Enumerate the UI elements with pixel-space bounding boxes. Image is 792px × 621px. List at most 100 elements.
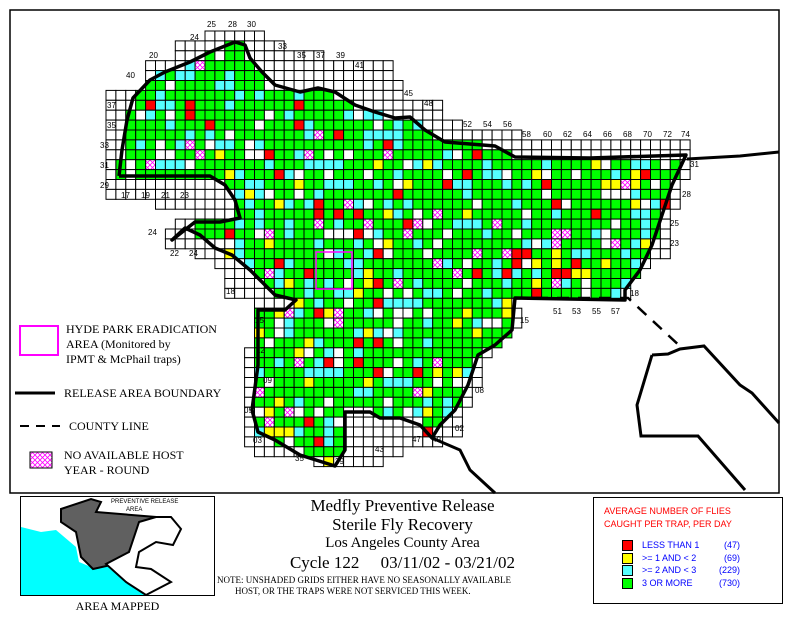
grid-cell: [263, 188, 275, 200]
grid-cell: [263, 228, 275, 240]
grid-cell: [511, 208, 523, 220]
grid-cell: [511, 268, 523, 280]
grid-cell: [224, 70, 236, 81]
grid-cell: [313, 159, 325, 171]
grid-cell: [640, 208, 651, 220]
grid-cell: [659, 238, 671, 250]
grid-cell: [392, 386, 404, 398]
grid-cell: [560, 159, 572, 171]
grid-cell: [323, 307, 335, 319]
item-label: 3 OR MORE: [642, 577, 693, 588]
grid-cell: [570, 268, 582, 280]
grid-cell: [452, 159, 463, 171]
grid-cell: [214, 60, 226, 72]
grid-cell: [392, 188, 404, 200]
grid-cell: [313, 426, 325, 438]
grid-cell: [323, 287, 335, 299]
grid-cell: [590, 179, 602, 190]
grid-cell: [531, 208, 543, 220]
grid-cell: [293, 119, 305, 131]
grid-cell: [244, 70, 256, 81]
grid-cell: [283, 416, 295, 428]
grid-cell: [610, 228, 622, 240]
grid-cell: [313, 188, 325, 200]
grid-cell: [531, 248, 543, 260]
grid-cell: [610, 287, 622, 299]
grid-cell: [392, 258, 404, 270]
grid-cell: [372, 278, 384, 289]
grid-cell: [303, 436, 315, 448]
grid-cell: [372, 198, 384, 210]
grid-cell: [432, 278, 444, 289]
grid-cell: [263, 337, 275, 349]
grid-cell: [422, 198, 434, 210]
grid-cell: [630, 218, 642, 230]
grid-cell: [362, 70, 374, 81]
grid-cell: [333, 129, 345, 141]
grid-cell: [353, 416, 364, 428]
grid-cell: [273, 70, 285, 81]
grid-cell: [560, 228, 572, 240]
grid-cell: [412, 139, 424, 151]
grid-cell: [392, 268, 404, 280]
grid-cell: [412, 218, 424, 230]
grid-cell: [254, 396, 265, 408]
grid-cell: [135, 109, 147, 121]
grid-cell: [610, 218, 622, 230]
grid-cell: [303, 248, 315, 260]
grid-cell: [382, 208, 394, 220]
grid-cell: [293, 169, 305, 181]
grid-cell: [303, 238, 315, 250]
grid-cell: [343, 149, 355, 161]
grid-cell: [244, 347, 256, 359]
grid-cell: [481, 169, 493, 181]
grid-cell: [402, 268, 414, 280]
grid-cell: [155, 60, 166, 72]
grid-cell: [362, 139, 374, 151]
grid-cell: [273, 406, 285, 418]
grid-cell: [422, 109, 434, 121]
grid-cell: [303, 149, 315, 161]
grid-cell: [471, 208, 483, 220]
grid-cell: [343, 228, 355, 240]
legend-line: NO AVAILABLE HOST: [64, 448, 184, 462]
grid-cell: [452, 149, 463, 161]
grid-cell: [333, 327, 345, 339]
grid-cell: [303, 327, 315, 339]
grid-cell: [194, 129, 206, 141]
grid-cell: [283, 258, 295, 270]
grid-cell: [392, 169, 404, 181]
grid-cell: [442, 188, 454, 200]
grid-cell: [174, 109, 186, 121]
grid-cell: [303, 337, 315, 349]
grid-cell: [273, 337, 285, 349]
inset-label: PREVENTIVE RELEASE AREA: [111, 499, 178, 513]
grid-cell: [204, 149, 216, 161]
grid-cell: [174, 80, 186, 91]
grid-cell: [590, 188, 602, 200]
grid-cell: [263, 406, 275, 418]
grid-cell: [263, 347, 275, 359]
grid-cell: [501, 208, 513, 220]
grid-cell: [135, 179, 147, 190]
grid-cell: [382, 80, 394, 91]
grid-cell: [392, 89, 404, 101]
grid-cell: [442, 317, 454, 329]
grid-cell: [224, 50, 236, 62]
grid-cell: [184, 129, 196, 141]
grid-cell: [521, 139, 533, 151]
grid-cell: [412, 386, 424, 398]
map-cycle: Cycle 122 03/11/02 - 03/21/02: [289, 553, 516, 572]
grid-cell: [244, 228, 256, 240]
grid-cell: [194, 149, 206, 161]
grid-cell: [600, 238, 612, 250]
grid-cell: [471, 238, 483, 250]
grid-cell: [402, 99, 414, 111]
grid-cell: [402, 307, 414, 319]
grid-cell: [135, 149, 147, 161]
grid-cell: [392, 208, 404, 220]
grid-cell: [491, 198, 503, 210]
grid-cell: [669, 198, 681, 210]
grid-cell: [372, 287, 384, 299]
heading-line: AVERAGE NUMBER OF FLIES: [604, 506, 731, 516]
